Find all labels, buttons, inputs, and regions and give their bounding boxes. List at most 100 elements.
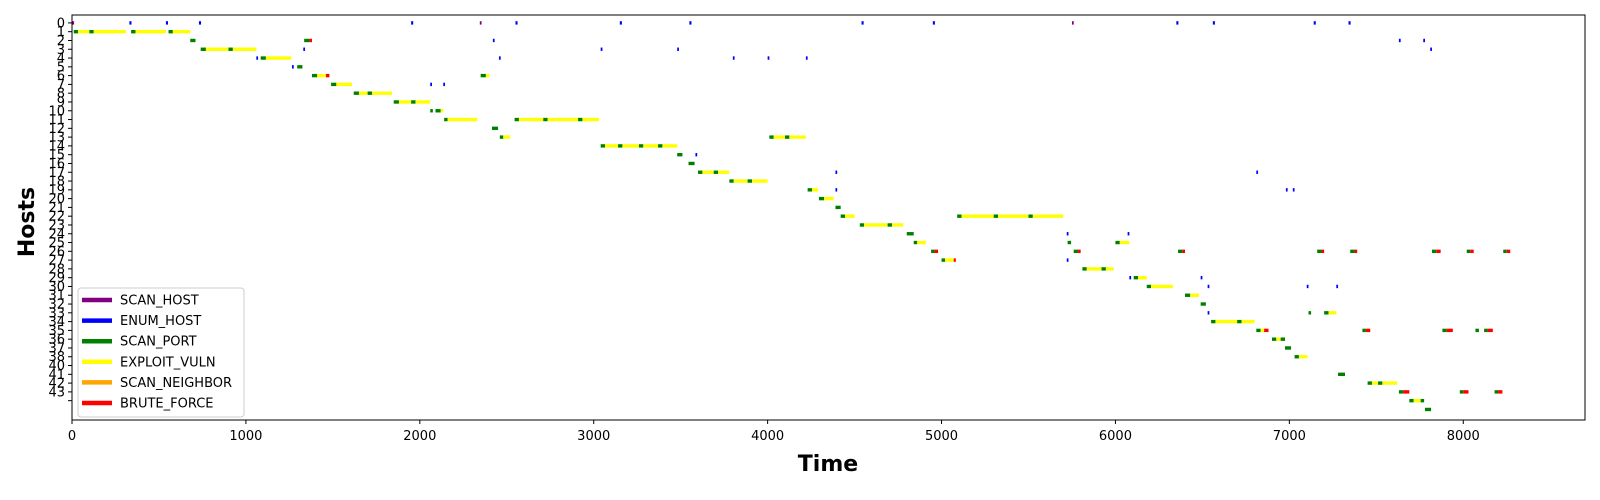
event-bar-exploit-vuln xyxy=(485,73,490,78)
y-tick-label: 21 xyxy=(48,201,65,216)
event-bar-enum-host xyxy=(492,38,495,43)
event-bar-exploit-vuln xyxy=(662,144,678,148)
event-bar-scan-port xyxy=(1475,328,1479,333)
event-bar-enum-host xyxy=(129,21,132,25)
event-bar-enum-host xyxy=(1212,21,1215,25)
y-tick-label: 8 xyxy=(57,87,65,102)
event-bar-brute-force xyxy=(934,249,939,254)
event-bar-enum-host xyxy=(805,56,808,60)
event-bar-scan-port xyxy=(1425,407,1432,412)
y-tick-label: 31 xyxy=(48,289,65,304)
event-bar-enum-host xyxy=(689,21,692,25)
event-bar-scan-port xyxy=(304,38,310,43)
event-bar-exploit-vuln xyxy=(702,170,714,174)
event-bar-enum-host xyxy=(411,21,414,25)
event-bar-exploit-vuln xyxy=(358,91,368,95)
event-bar-enum-host xyxy=(1066,232,1069,236)
event-bar-scan-host xyxy=(479,21,482,25)
event-bar-exploit-vuln xyxy=(582,117,599,122)
event-bar-exploit-vuln xyxy=(93,29,126,34)
event-bar-exploit-vuln xyxy=(773,135,786,139)
event-bar-brute-force xyxy=(1487,328,1493,333)
y-tick-label: 42 xyxy=(48,377,65,392)
y-tick-label: 38 xyxy=(48,350,65,365)
event-bar-exploit-vuln xyxy=(1151,284,1173,289)
event-bar-scan-port xyxy=(491,126,499,131)
event-bar-scan-port xyxy=(1280,337,1286,341)
event-bar-exploit-vuln xyxy=(503,135,511,139)
event-bar-exploit-vuln xyxy=(398,100,412,104)
y-tick-label: 17 xyxy=(48,166,65,181)
event-bar-enum-host xyxy=(695,152,698,157)
event-bar-brute-force xyxy=(1321,249,1325,254)
event-bar-scan-port xyxy=(807,188,812,192)
event-bar-enum-host xyxy=(932,21,935,25)
event-bar-brute-force xyxy=(1436,249,1441,254)
event-bar-scan-port xyxy=(1285,346,1292,350)
event-bar-scan-port xyxy=(1115,240,1120,245)
y-tick-label: 4 xyxy=(57,52,65,67)
event-bar-scan-port xyxy=(677,152,683,157)
event-bar-enum-host xyxy=(256,56,259,60)
y-tick-label: 36 xyxy=(48,333,65,348)
x-tick-label: 3000 xyxy=(577,429,610,444)
y-tick-label: 5 xyxy=(57,60,65,75)
event-bar-brute-force xyxy=(1182,249,1186,254)
event-bar-scan-port xyxy=(499,135,504,139)
event-bar-scan-port xyxy=(840,214,846,218)
event-bar-scan-port xyxy=(1073,249,1079,254)
event-bar-brute-force xyxy=(1506,249,1511,254)
event-bar-scan-port xyxy=(1317,249,1322,254)
y-tick-label: 27 xyxy=(48,254,65,269)
event-bars xyxy=(72,21,1511,412)
event-bar-scan-port xyxy=(941,258,946,262)
event-bar-enum-host xyxy=(861,21,864,25)
event-bar-scan-port xyxy=(600,144,606,148)
y-tick-label: 23 xyxy=(48,218,65,233)
event-bar-exploit-vuln xyxy=(751,179,768,183)
event-bar-exploit-vuln xyxy=(547,117,579,122)
event-bar-brute-force xyxy=(309,38,312,43)
x-tick-label: 8000 xyxy=(1447,429,1480,444)
event-bar-scan-port xyxy=(430,109,433,113)
event-bar-brute-force xyxy=(1403,390,1410,394)
event-bar-exploit-vuln xyxy=(718,170,730,174)
y-tick-label: 10 xyxy=(48,104,65,119)
y-tick-label: 29 xyxy=(48,271,65,286)
event-bar-enum-host xyxy=(291,65,294,69)
event-bar-enum-host xyxy=(1292,188,1295,192)
event-bar-exploit-vuln xyxy=(998,214,1029,218)
event-bar-exploit-vuln xyxy=(845,214,855,218)
event-bar-scan-port xyxy=(331,82,337,87)
event-bar-scan-port xyxy=(444,117,448,122)
event-bar-exploit-vuln xyxy=(1138,275,1147,280)
event-bar-scan-port xyxy=(1367,381,1372,385)
event-bar-scan-port xyxy=(729,179,734,183)
event-bar-exploit-vuln xyxy=(205,47,229,51)
event-bar-scan-port xyxy=(658,144,663,148)
event-bar-exploit-vuln xyxy=(1298,355,1308,359)
y-tick-label: 13 xyxy=(48,131,65,146)
x-tick-label: 6000 xyxy=(1099,429,1132,444)
y-tick-label: 43 xyxy=(48,385,65,400)
event-bar-scan-port xyxy=(411,100,416,104)
event-bar-enum-host xyxy=(198,21,202,25)
event-bar-scan-port xyxy=(297,65,303,69)
event-bar-exploit-vuln xyxy=(605,144,619,148)
event-bar-scan-port xyxy=(514,117,519,122)
event-bar-scan-port xyxy=(367,91,372,95)
legend-label: SCAN_HOST xyxy=(120,294,199,309)
event-bar-enum-host xyxy=(1200,275,1203,280)
event-bar-scan-port xyxy=(260,56,266,60)
event-bar-scan-port xyxy=(1338,372,1346,377)
event-bar-exploit-vuln xyxy=(824,196,834,201)
event-bar-enum-host xyxy=(1398,38,1401,43)
event-bar-scan-port xyxy=(1082,267,1087,271)
y-tick-label: 15 xyxy=(48,148,65,163)
event-bar-enum-host xyxy=(1127,232,1130,236)
event-bar-scan-port xyxy=(957,214,962,218)
y-tick-label: 9 xyxy=(57,95,65,110)
y-tick-label: 3 xyxy=(57,43,65,58)
event-bar-enum-host xyxy=(443,82,446,87)
event-bar-scan-port xyxy=(1420,398,1425,403)
